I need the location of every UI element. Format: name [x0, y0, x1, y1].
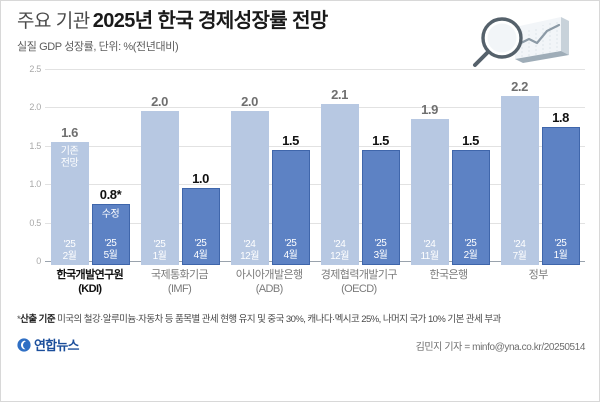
footnote-text: 미국의 철강·알루미늄·자동차 등 품목별 관세 현행 유지 및 중국 30%,…: [57, 314, 501, 325]
bar-wrap: 1.5 '25 4월: [271, 69, 310, 265]
bar-value-label: 1.5: [282, 132, 299, 148]
bar-wrap: 1.5 '25 2월: [451, 69, 490, 265]
bar-revised-forecast[interactable]: 0.8* 수정 '25 5월: [91, 187, 130, 265]
bar-previous-forecast[interactable]: 2.0 '25 1월: [140, 94, 179, 265]
bar-revised-forecast[interactable]: 1.0 '25 4월: [181, 171, 220, 265]
bar-groups: 1.6 기존 전망 '25 2월 0.8* 수정 '25 5월 2.0'25 1월 1.0'25 4월 2…: [45, 69, 585, 265]
bar-date-label: '25 4월: [283, 238, 298, 261]
footnote: *산출 기준 미국의 철강·알루미늄·자동차 등 품목별 관세 현행 유지 및 …: [17, 311, 587, 325]
gridline-1.5: [45, 145, 585, 147]
axis-area: [45, 69, 585, 265]
yonhap-logo-text: 연합뉴스: [34, 338, 79, 353]
yonhap-logo-icon: [17, 337, 31, 352]
bar-revised-forecast[interactable]: 1.8 '25 1월: [541, 110, 580, 265]
bar-wrap: 2.0 '24 12월: [230, 69, 269, 265]
bar-wrap: 1.6 기존 전망 '25 2월: [50, 69, 89, 265]
axis-baseline: [45, 261, 585, 262]
page-subtitle: 실질 GDP 성장률, 단위: %(전년대비): [17, 41, 179, 53]
x-axis-label: 국제통화기금 (IMF): [150, 269, 209, 295]
y-tick-0: 0: [36, 256, 41, 266]
bar-value-label: 2.2: [511, 79, 528, 95]
x-axis-labels: 한국개발연구원 (KDI) 국제통화기금 (IMF) 아시아개발은행 (ADB) 경제협력개…: [45, 269, 583, 296]
bar-date-label: '25 3월: [373, 238, 388, 261]
bar-value-label: 1.8: [552, 109, 569, 125]
bar-date-label: '25 1월: [152, 239, 167, 262]
bar-previous-forecast[interactable]: 1.9 '24 11월: [410, 102, 449, 265]
bar-wrap: 2.2 '24 7월: [500, 69, 539, 265]
page-title-prefix: 주요 기관: [17, 11, 90, 32]
bar-group: 2.0 '24 12월 1.5 '25 4월: [225, 69, 315, 265]
y-tick-5: 2.5: [29, 64, 41, 74]
legend-previous-tag: 기존 전망: [60, 146, 79, 170]
x-axis-label: 경제협력개발기구 (OECD): [320, 269, 398, 295]
bar-value-label: 1.5: [372, 132, 389, 148]
yonhap-logo: 연합뉴스: [17, 335, 79, 354]
bar-group: 2.1 '24 12월 1.5 '25 3월: [315, 69, 405, 265]
y-tick-1: 0.5: [29, 217, 41, 228]
bar-wrap: 1.9 '24 11월: [410, 69, 449, 265]
bar-date-label: '25 4월: [193, 238, 208, 261]
bar-previous-forecast[interactable]: 2.1 '24 12월: [320, 87, 359, 265]
page-title-main: 2025년 한국 경제성장률 전망: [92, 10, 329, 32]
x-axis-label: 한국은행: [429, 269, 468, 281]
bar-value-label: 2.0: [241, 94, 258, 110]
bar-value-label: 2.0: [151, 94, 168, 110]
bar-group: 1.9 '24 11월 1.5 '25 2월: [405, 69, 495, 265]
x-axis-label: 정부: [528, 269, 549, 281]
bar-wrap: 2.0 '25 1월: [140, 69, 179, 265]
x-axis-label: 한국개발연구원 (KDI): [56, 269, 124, 295]
x-axis-label: 아시아개발은행 (ADB): [235, 269, 303, 295]
page-title: 주요 기관 2025년 한국 경제성장률 전망: [17, 11, 589, 31]
bar-value-label: 1.6: [61, 125, 78, 141]
bar-previous-forecast[interactable]: 1.6 기존 전망 '25 2월: [50, 125, 89, 265]
bar-revised-forecast[interactable]: 1.5 '25 4월: [271, 133, 310, 265]
bar-group: 1.6 기존 전망 '25 2월 0.8* 수정 '25 5월: [45, 69, 135, 265]
bar-group: 2.0 '25 1월 1.0 '25 4월: [135, 69, 225, 265]
y-tick-2: 1.0: [29, 179, 41, 190]
bar-previous-forecast[interactable]: 2.2 '24 7월: [500, 79, 539, 265]
bar-date-label: '24 7월: [512, 239, 527, 262]
magnifier-over-bar-chart-icon: [465, 13, 585, 71]
bar-date-label: '25 2월: [463, 238, 478, 261]
legend-revised-tag: 수정: [101, 208, 120, 220]
bar-date-label: '24 12월: [240, 239, 259, 262]
bar-wrap: 1.8 '25 1월: [541, 69, 580, 265]
bar-previous-forecast[interactable]: 2.0 '24 12월: [230, 94, 269, 265]
gridline-0.5: [45, 222, 585, 224]
gridline-2.0: [45, 107, 585, 109]
bar-date-label: '24 12월: [330, 239, 349, 262]
bar-revised-forecast[interactable]: 1.5 '25 2월: [451, 133, 490, 265]
bar-date-label: '25 1월: [553, 238, 568, 261]
bar-group: 2.2 '24 7월 1.8 '25 1월: [495, 69, 585, 265]
bar-value-label: 1.0: [192, 171, 209, 187]
footer-divider: [1, 331, 599, 332]
y-tick-3: 1.5: [29, 140, 41, 151]
bar-value-label: 2.1: [331, 86, 348, 102]
bar-wrap: 2.1 '24 12월: [320, 69, 359, 265]
gridline-2.5: [45, 69, 585, 70]
bar-date-label: '24 11월: [420, 239, 439, 262]
bar-revised-forecast[interactable]: 1.5 '25 3월: [361, 133, 400, 265]
bar-wrap: 1.0 '25 4월: [181, 69, 220, 265]
bar-value-label: 0.8*: [99, 186, 122, 202]
bar-date-label: '25 5월: [103, 238, 118, 261]
bar-wrap: 0.8* 수정 '25 5월: [91, 69, 130, 265]
header: 주요 기관 2025년 한국 경제성장률 전망 실질 GDP 성장률, 단위: %…: [17, 11, 589, 54]
gridline-1.0: [45, 184, 585, 186]
footnote-emphasis: 산출 기준: [20, 314, 56, 325]
bar-value-label: 1.9: [421, 102, 438, 118]
y-tick-4: 2.0: [29, 102, 41, 113]
footnote-marker: *: [17, 314, 21, 325]
bar-date-label: '25 2월: [62, 239, 77, 262]
bar-wrap: 1.5 '25 3월: [361, 69, 400, 265]
bar-value-label: 1.5: [462, 132, 479, 148]
chart-plot-area: 2.5 2.0 1.5 1.0 0.5 0 전망 시점 1.6기존전망'252월…: [17, 64, 585, 266]
byline: 김민지 기자 = minfo@yna.co.kr/20250514: [415, 342, 586, 353]
